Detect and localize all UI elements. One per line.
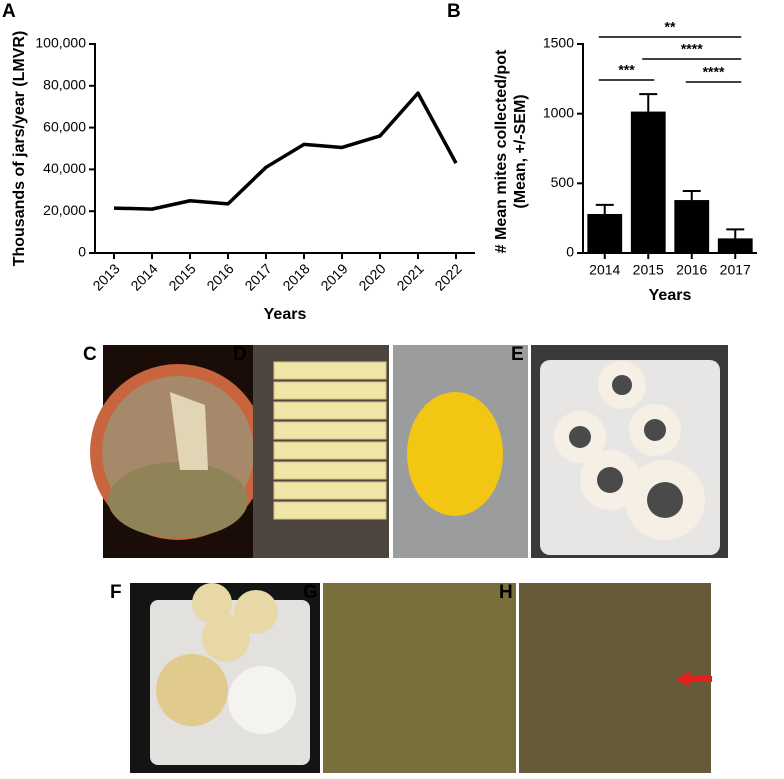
x-tick-label: 2014	[127, 260, 160, 293]
y-tick-label: 0	[78, 244, 86, 260]
x-tick-label: 2015	[633, 262, 664, 278]
error-bar	[639, 93, 658, 112]
bar	[674, 200, 710, 253]
y-tick-label: 40,000	[43, 160, 86, 176]
x-tick-label: 2018	[279, 260, 312, 293]
significance-label: **	[665, 19, 676, 35]
x-tick-label: 2017	[720, 262, 751, 278]
x-tick-label: 2017	[241, 260, 274, 293]
x-tick-label: 2020	[355, 260, 388, 293]
significance-label: ****	[681, 41, 703, 57]
significance-label: ***	[618, 62, 635, 78]
photo-c	[90, 345, 266, 558]
panel-label: B	[447, 1, 461, 22]
y-tick-label: 60,000	[43, 118, 86, 134]
y-axis-title: # Mean mites collected/pot	[493, 49, 510, 253]
significance-label: ****	[703, 64, 725, 80]
panel-label: E	[511, 344, 524, 365]
x-tick-label: 2014	[589, 262, 620, 278]
panel-label: G	[303, 582, 318, 603]
y-tick-label: 1500	[543, 35, 574, 51]
panel-label: F	[110, 582, 122, 603]
y-tick-label: 100,000	[35, 35, 86, 51]
y-tick-label: 1000	[543, 104, 574, 120]
y-tick-label: 80,000	[43, 77, 86, 93]
x-tick-label: 2016	[203, 260, 236, 293]
photo-d-sponge	[393, 345, 528, 558]
y-tick-label: 0	[566, 244, 574, 260]
photo-e	[531, 345, 728, 558]
bar	[717, 238, 753, 253]
x-tick-label: 2015	[165, 260, 198, 293]
x-axis-title: Years	[264, 306, 307, 323]
x-axis-title: Years	[649, 287, 692, 304]
panel-label: H	[499, 582, 513, 603]
error-bar	[595, 203, 614, 214]
y-axis-title: (Mean, +/-SEM)	[512, 94, 529, 208]
error-bar	[726, 228, 745, 239]
y-tick-label: 20,000	[43, 202, 86, 218]
photo-g	[323, 583, 516, 773]
bar	[630, 111, 666, 254]
panel-label: D	[233, 344, 247, 365]
x-tick-label: 2013	[89, 260, 122, 293]
x-tick-label: 2022	[431, 260, 464, 293]
panel-label: A	[2, 1, 16, 22]
error-bar	[682, 189, 701, 201]
x-tick-label: 2021	[393, 260, 426, 293]
bar	[587, 213, 623, 253]
data-line	[113, 91, 458, 211]
y-tick-label: 500	[551, 174, 575, 190]
panel-label: C	[83, 344, 97, 365]
photo-h	[519, 583, 712, 773]
photo-d-cheese	[253, 345, 389, 558]
x-tick-label: 2016	[676, 262, 707, 278]
photo-f	[130, 583, 320, 773]
x-tick-label: 2019	[317, 260, 350, 293]
y-axis-title: Thousands of jars/year (LMVR)	[11, 31, 28, 267]
